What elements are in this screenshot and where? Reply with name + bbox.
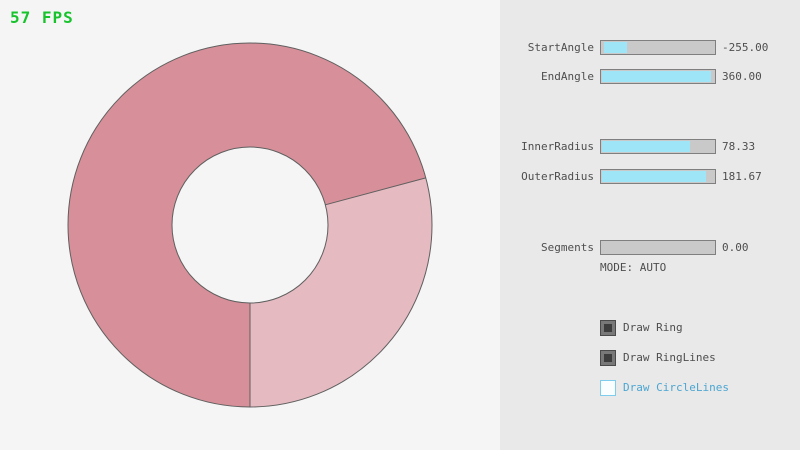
segments-value: 0.00 (722, 241, 749, 254)
segments-slider[interactable] (600, 240, 716, 255)
start-angle-label: StartAngle (527, 41, 594, 54)
segments-row: Segments 0.00 (500, 240, 800, 255)
ring-figure (67, 42, 433, 408)
controls-panel: StartAngle -255.00 EndAngle 360.00 Inner… (500, 0, 800, 450)
draw-circlelines-checkbox[interactable] (600, 380, 616, 396)
slider-fill (601, 171, 706, 182)
segments-label: Segments (541, 241, 594, 254)
draw-ring-label: Draw Ring (623, 321, 683, 334)
draw-ring-checkbox[interactable] (600, 320, 616, 336)
slider-handle[interactable] (603, 42, 627, 53)
draw-ring-row: Draw Ring (600, 320, 683, 336)
draw-circlelines-row: Draw CircleLines (600, 380, 729, 396)
end-angle-value: 360.00 (722, 70, 762, 83)
mode-label: MODE: AUTO (600, 261, 667, 274)
end-angle-slider[interactable] (600, 69, 716, 84)
start-angle-row: StartAngle -255.00 (500, 40, 800, 55)
inner-radius-row: InnerRadius 78.33 (500, 139, 800, 154)
outer-radius-row: OuterRadius 181.67 (500, 169, 800, 184)
end-angle-row: EndAngle 360.00 (500, 69, 800, 84)
start-angle-slider[interactable] (600, 40, 716, 55)
outer-radius-slider[interactable] (600, 169, 716, 184)
slider-fill (601, 141, 690, 152)
ring-fill-light (250, 177, 433, 408)
ring-inner-line (171, 146, 329, 304)
draw-ringlines-checkbox[interactable] (600, 350, 616, 366)
outer-radius-label: OuterRadius (521, 170, 594, 183)
draw-ringlines-row: Draw RingLines (600, 350, 716, 366)
slider-fill (601, 71, 712, 82)
draw-ringlines-label: Draw RingLines (623, 351, 716, 364)
start-angle-value: -255.00 (722, 41, 769, 54)
ring-edge-line (325, 177, 426, 206)
fps-counter: 57 FPS (10, 8, 74, 27)
inner-radius-label: InnerRadius (521, 140, 594, 153)
inner-radius-slider[interactable] (600, 139, 716, 154)
draw-circlelines-label: Draw CircleLines (623, 381, 729, 394)
inner-radius-value: 78.33 (722, 140, 756, 153)
end-angle-label: EndAngle (541, 70, 594, 83)
outer-radius-value: 181.67 (722, 170, 762, 183)
